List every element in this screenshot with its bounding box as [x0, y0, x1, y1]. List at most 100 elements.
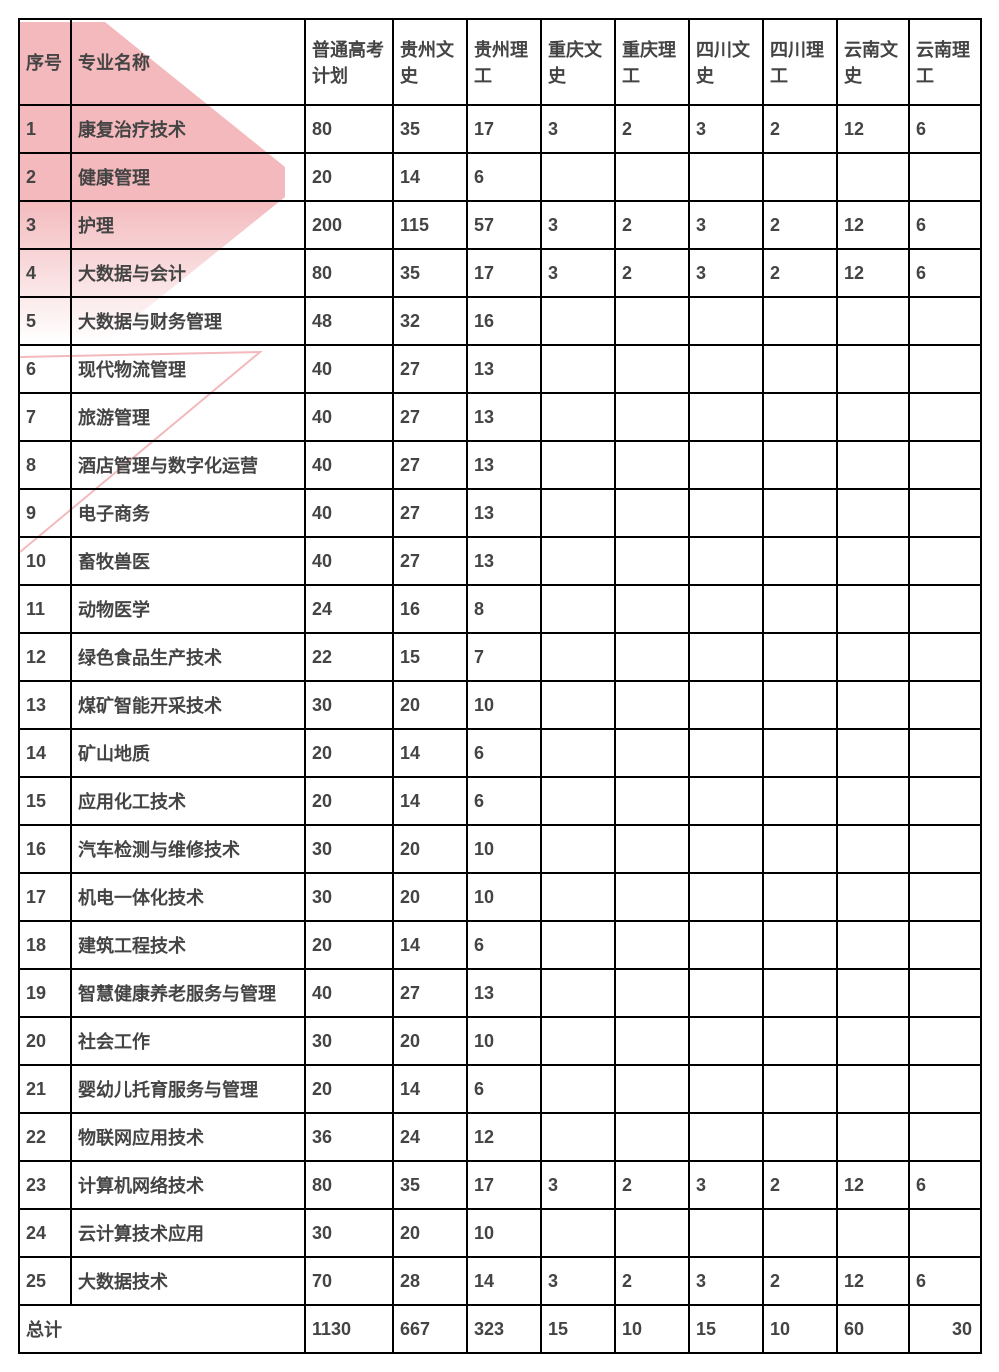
- cell-name: 煤矿智能开采技术: [71, 681, 305, 729]
- table-row: 18建筑工程技术20146: [19, 921, 981, 969]
- cell-gzl: 17: [467, 1161, 541, 1209]
- cell-name: 现代物流管理: [71, 345, 305, 393]
- cell-ynl: [909, 633, 981, 681]
- col-sc-ws: 四川文史: [689, 19, 763, 105]
- cell-name: 大数据与财务管理: [71, 297, 305, 345]
- cell-plan: 30: [305, 1017, 393, 1065]
- cell-name: 大数据技术: [71, 1257, 305, 1305]
- cell-cqw: 3: [541, 1161, 615, 1209]
- cell-gzw: 14: [393, 921, 467, 969]
- cell-scl: 2: [763, 249, 837, 297]
- cell-ynw: [837, 297, 909, 345]
- cell-gzw: 27: [393, 969, 467, 1017]
- cell-gzl: 6: [467, 777, 541, 825]
- cell-cqw: [541, 633, 615, 681]
- cell-idx: 17: [19, 873, 71, 921]
- cell-gzl: 6: [467, 153, 541, 201]
- cell-cqw: [541, 921, 615, 969]
- cell-scl: 2: [763, 1257, 837, 1305]
- cell-cqw: 3: [541, 201, 615, 249]
- table-row: 10畜牧兽医402713: [19, 537, 981, 585]
- cell-plan: 30: [305, 873, 393, 921]
- cell-cql: [615, 873, 689, 921]
- cell-cqw: [541, 393, 615, 441]
- cell-cqw: [541, 441, 615, 489]
- col-major: 专业名称: [71, 19, 305, 105]
- table-row: 3护理200115573232126: [19, 201, 981, 249]
- cell-name: 婴幼儿托育服务与管理: [71, 1065, 305, 1113]
- col-gz-lg: 贵州理工: [467, 19, 541, 105]
- cell-name: 矿山地质: [71, 729, 305, 777]
- table-row: 5大数据与财务管理483216: [19, 297, 981, 345]
- cell-cql: 2: [615, 201, 689, 249]
- cell-gzl: 8: [467, 585, 541, 633]
- cell-gzl: 14: [467, 1257, 541, 1305]
- cell-ynl: [909, 153, 981, 201]
- cell-idx: 14: [19, 729, 71, 777]
- cell-plan: 30: [305, 1209, 393, 1257]
- cell-scw: [689, 633, 763, 681]
- cell-idx: 12: [19, 633, 71, 681]
- cell-cql: [615, 1113, 689, 1161]
- table-row: 24云计算技术应用302010: [19, 1209, 981, 1257]
- cell-ynl: [909, 825, 981, 873]
- cell-ynl: [909, 681, 981, 729]
- cell-gzl: 13: [467, 345, 541, 393]
- cell-gzw: 35: [393, 105, 467, 153]
- cell-idx: 7: [19, 393, 71, 441]
- cell-ynw: [837, 633, 909, 681]
- cell-cqw: 3: [541, 105, 615, 153]
- cell-gzw: 15: [393, 633, 467, 681]
- cell-ynl: 6: [909, 1257, 981, 1305]
- cell-gzw: 20: [393, 681, 467, 729]
- cell-gzw: 27: [393, 441, 467, 489]
- cell-cql: [615, 633, 689, 681]
- cell-cqw: [541, 585, 615, 633]
- cell-scw: 3: [689, 1161, 763, 1209]
- cell-idx: 15: [19, 777, 71, 825]
- cell-cqw: [541, 873, 615, 921]
- col-gz-ws: 贵州文史: [393, 19, 467, 105]
- cell-name: 计算机网络技术: [71, 1161, 305, 1209]
- cell-cql: [615, 681, 689, 729]
- cell-plan: 40: [305, 537, 393, 585]
- cell-ynl: [909, 969, 981, 1017]
- cell-ynl: [909, 1017, 981, 1065]
- col-sc-lg: 四川理工: [763, 19, 837, 105]
- cell-scw: [689, 297, 763, 345]
- table-row: 13煤矿智能开采技术302010: [19, 681, 981, 729]
- cell-cql: 2: [615, 1257, 689, 1305]
- cell-idx: 6: [19, 345, 71, 393]
- total-gzw: 667: [393, 1305, 467, 1353]
- cell-plan: 36: [305, 1113, 393, 1161]
- cell-ynw: [837, 825, 909, 873]
- cell-cql: [615, 729, 689, 777]
- cell-scl: [763, 1209, 837, 1257]
- cell-scl: 2: [763, 105, 837, 153]
- cell-idx: 9: [19, 489, 71, 537]
- cell-scl: [763, 441, 837, 489]
- cell-scl: [763, 681, 837, 729]
- table-row: 8酒店管理与数字化运营402713: [19, 441, 981, 489]
- col-index: 序号: [19, 19, 71, 105]
- cell-scl: [763, 297, 837, 345]
- cell-gzw: 14: [393, 777, 467, 825]
- cell-name: 大数据与会计: [71, 249, 305, 297]
- cell-idx: 1: [19, 105, 71, 153]
- cell-cql: [615, 537, 689, 585]
- cell-gzw: 27: [393, 393, 467, 441]
- cell-name: 护理: [71, 201, 305, 249]
- cell-ynl: [909, 537, 981, 585]
- cell-scl: 2: [763, 201, 837, 249]
- cell-cqw: [541, 681, 615, 729]
- cell-gzl: 10: [467, 1017, 541, 1065]
- cell-ynw: [837, 1017, 909, 1065]
- cell-ynw: [837, 873, 909, 921]
- cell-cql: 2: [615, 249, 689, 297]
- cell-name: 物联网应用技术: [71, 1113, 305, 1161]
- cell-name: 电子商务: [71, 489, 305, 537]
- cell-cql: [615, 345, 689, 393]
- cell-ynl: [909, 1113, 981, 1161]
- cell-ynl: [909, 1065, 981, 1113]
- cell-gzw: 27: [393, 489, 467, 537]
